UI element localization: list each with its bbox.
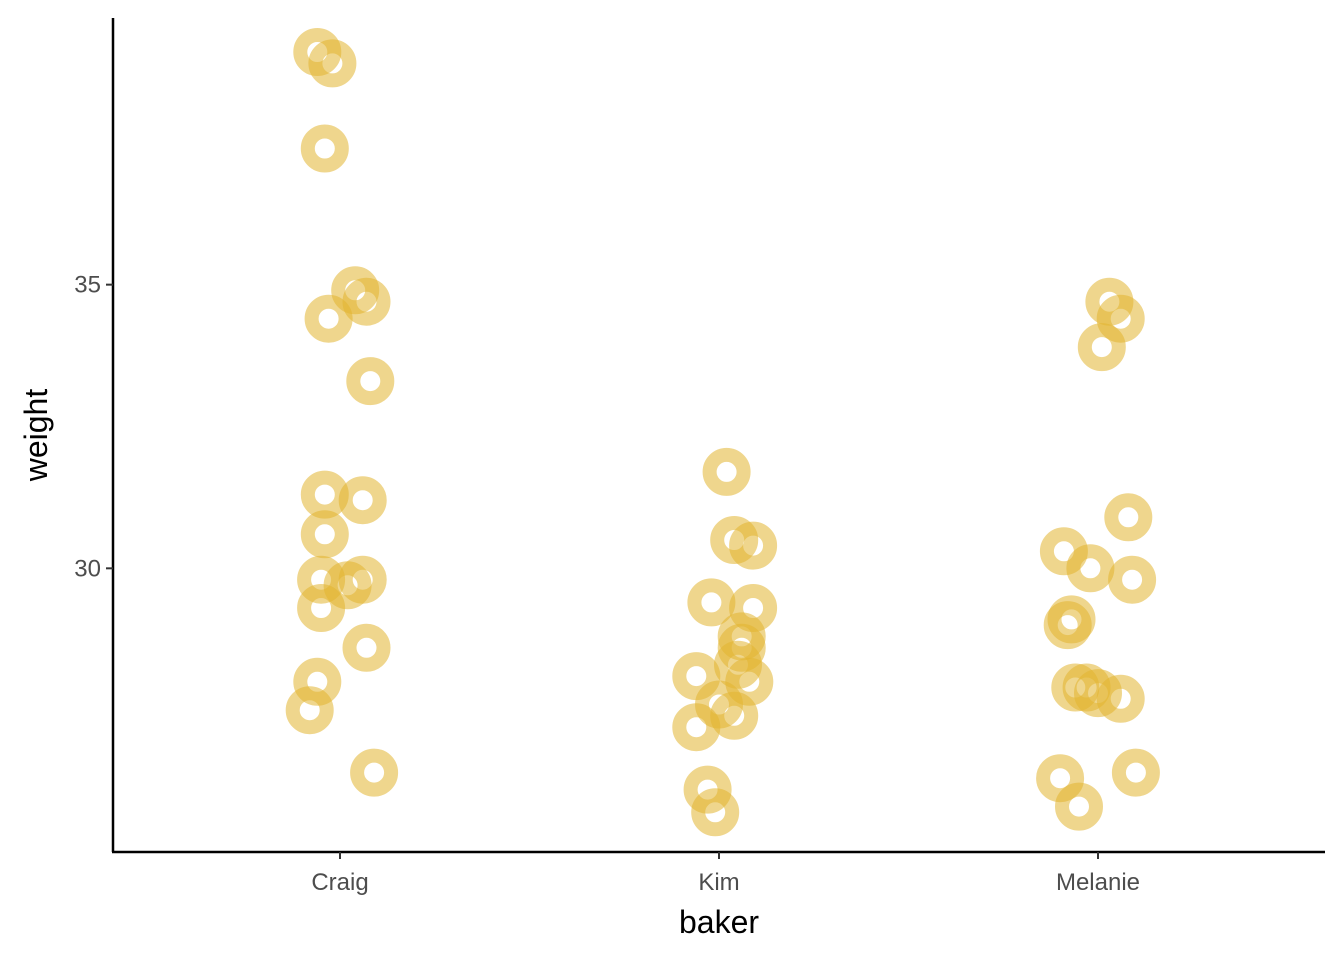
data-point (1111, 748, 1160, 797)
y-ticks: 30 35 (74, 272, 113, 582)
x-tick-label: Kim (698, 869, 739, 896)
data-point (672, 703, 721, 752)
data-point (300, 510, 349, 559)
data-point (304, 294, 353, 343)
data-point (683, 765, 732, 814)
points-layer (285, 28, 1160, 837)
data-point (300, 470, 349, 519)
data-point (1108, 555, 1157, 604)
data-point (338, 476, 387, 525)
data-point (338, 555, 387, 604)
data-point (1096, 674, 1145, 723)
x-axis-title: baker (679, 904, 759, 940)
data-point (1104, 493, 1153, 542)
x-tick-label: Melanie (1056, 869, 1140, 896)
data-point (1077, 323, 1126, 372)
data-point (729, 521, 778, 570)
data-point (691, 788, 740, 837)
x-ticks: Craig Kim Melanie (311, 852, 1140, 896)
data-point (702, 447, 751, 496)
data-point (346, 357, 395, 406)
data-point (1043, 601, 1092, 650)
y-tick-label: 30 (74, 555, 101, 582)
data-point (1074, 669, 1122, 718)
data-point (1066, 544, 1115, 593)
data-point (297, 584, 346, 632)
data-point (308, 39, 357, 88)
data-point (672, 652, 721, 701)
data-point (342, 277, 391, 326)
x-tick-label: Craig (311, 869, 368, 896)
data-point (285, 686, 334, 735)
data-point (300, 124, 349, 173)
data-point (687, 578, 736, 627)
data-point (342, 623, 391, 672)
data-point (1055, 782, 1103, 831)
data-point (350, 748, 399, 797)
y-axis-title: weight (18, 389, 54, 483)
y-tick-label: 35 (74, 272, 101, 299)
